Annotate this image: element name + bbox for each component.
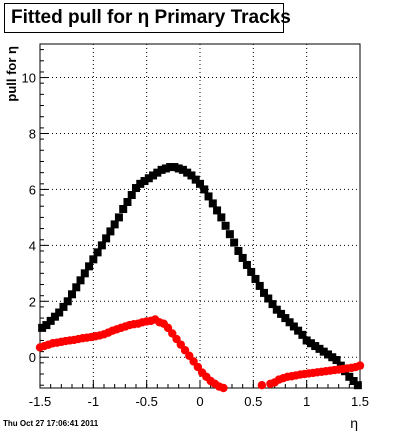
x-tick-label: -1.5 (29, 394, 51, 409)
data-point-black (72, 283, 81, 292)
data-point-black (345, 372, 354, 381)
x-tick-label: 0.5 (244, 394, 262, 409)
x-tick-label: 0 (196, 394, 203, 409)
data-point-black (200, 185, 209, 194)
ticks-layer: -1.5 -1 -0.5 0 0.5 1 1.5 0 2 4 6 8 10 (22, 49, 369, 409)
data-point-black (302, 336, 311, 345)
data-point-black (68, 290, 76, 299)
data-point-red (355, 361, 365, 370)
x-axis-label: η (350, 415, 358, 431)
data-point-black (234, 246, 243, 255)
data-point-black (191, 175, 200, 184)
data-point-red (219, 383, 228, 393)
y-tick-label: 2 (29, 294, 36, 309)
data-point-black (178, 165, 187, 174)
data-point-black (85, 262, 94, 271)
data-point-black (213, 206, 222, 215)
data-point-black (187, 171, 196, 180)
data-point-black (289, 322, 298, 331)
data-point-black (89, 255, 98, 264)
data-point-black (161, 164, 170, 173)
data-point-black (149, 171, 158, 180)
data-point-black (238, 253, 247, 262)
data-point-black (281, 314, 290, 323)
y-tick-label: 6 (29, 182, 36, 197)
x-tick-label: -1 (88, 394, 100, 409)
data-point-black (204, 192, 213, 201)
data-point-black (230, 238, 239, 247)
data-point-black (247, 267, 256, 276)
data-point-black (76, 276, 85, 285)
timestamp: Thu Oct 27 17:06:41 2011 (3, 419, 99, 428)
data-point-black (255, 281, 264, 290)
chart-title: Fitted pull for η Primary Tracks (4, 3, 291, 33)
data-point-black (324, 350, 332, 359)
data-point-black (38, 323, 47, 332)
data-point-black (264, 294, 273, 303)
data-point-black (106, 227, 115, 236)
y-tick-label: 10 (22, 71, 36, 86)
data-point-black (277, 309, 286, 318)
data-point-black (136, 179, 145, 188)
data-point-black (97, 241, 106, 250)
data-point-black (132, 184, 140, 193)
data-point-black (127, 191, 136, 200)
data-point-black (110, 220, 119, 229)
y-tick-label: 8 (29, 126, 36, 141)
data-point-black (42, 321, 51, 330)
data-point-black (166, 163, 175, 172)
data-point-black (63, 297, 72, 306)
data-point-black (217, 213, 226, 222)
data-point-black (353, 381, 362, 390)
data-point-black (260, 288, 268, 297)
data-point-black (196, 179, 204, 188)
y-tick-label: 4 (29, 238, 36, 253)
data-point-black (268, 300, 277, 309)
data-point-black (225, 230, 234, 239)
data-point-black (311, 342, 320, 351)
data-point-black (242, 260, 251, 269)
data-point-black (298, 330, 307, 339)
data-point-black (46, 316, 55, 325)
data-point-black (349, 377, 358, 386)
data-point-black (170, 163, 179, 172)
grid-layer (40, 44, 360, 388)
data-point-black (55, 308, 64, 317)
data-point-black (140, 177, 149, 186)
data-point-black (315, 344, 324, 353)
data-point-black (153, 168, 162, 177)
data-point-black (319, 347, 328, 356)
data-point-black (93, 248, 102, 257)
data-point-black (174, 164, 183, 173)
data-point-black (114, 213, 123, 222)
y-tick-label: 0 (29, 350, 36, 365)
data-point-black (59, 302, 68, 311)
data-point-black (285, 318, 294, 327)
data-point-black (183, 168, 192, 177)
data-point-black (272, 305, 281, 314)
data-point-black (102, 234, 111, 243)
x-tick-label: 1 (303, 394, 310, 409)
x-tick-label: -0.5 (135, 394, 157, 409)
data-point-black (123, 198, 132, 207)
data-point-black (332, 356, 341, 365)
data-point-black (251, 274, 260, 283)
data-point-black (328, 353, 337, 362)
y-axis-label: pull for η (4, 46, 19, 102)
data-point-black (80, 269, 89, 278)
data-point-red (257, 381, 267, 390)
data-point-black (144, 174, 153, 183)
data-point-black (119, 205, 128, 214)
x-tick-label: 1.5 (351, 394, 369, 409)
data-point-black (50, 312, 59, 321)
data-point-black (221, 221, 230, 230)
data-point-black (294, 326, 303, 335)
data-point-black (306, 339, 315, 348)
data-point-black (157, 165, 166, 174)
data-point-black (208, 199, 217, 208)
series-layer (35, 163, 365, 393)
